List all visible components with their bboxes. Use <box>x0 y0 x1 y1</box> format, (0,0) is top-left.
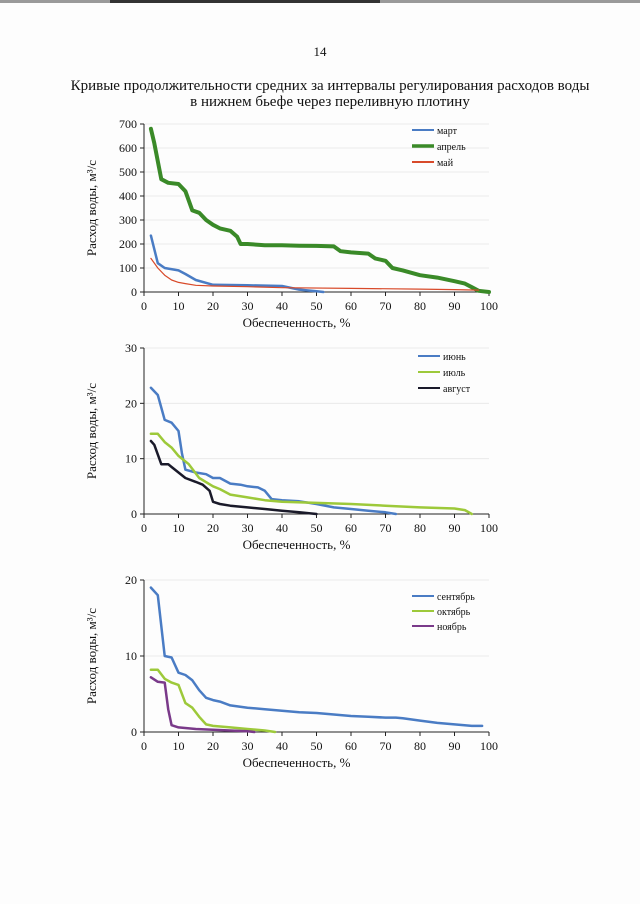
x-axis-label: Обеспеченность, % <box>243 537 351 552</box>
chart-june-august: 0 10 20 30 0 10 20 30 40 50 60 70 80 90 100 Обеспеченно… <box>84 341 498 552</box>
x-tick-label-6: 60 <box>345 299 357 313</box>
y-tick-label-2: 20 <box>125 573 137 587</box>
x-tick-label-1: 10 <box>173 739 185 753</box>
x-tick-label-3: 30 <box>242 739 254 753</box>
y-tick-label-4: 400 <box>119 189 137 203</box>
series-line-2 <box>149 439 318 516</box>
x-tick-label-7: 70 <box>380 739 392 753</box>
x-tick-label-2: 20 <box>207 521 219 535</box>
page-number: 14 <box>313 44 327 59</box>
y-tick-label-3: 300 <box>119 213 137 227</box>
x-tick-label-8: 80 <box>414 521 426 535</box>
legend-label-2: май <box>437 158 454 169</box>
x-tick-label-5: 50 <box>311 521 323 535</box>
series-line-2 <box>150 257 480 291</box>
x-tick-label-10: 100 <box>480 521 498 535</box>
x-tick-label-3: 30 <box>242 521 254 535</box>
page-title-line1: Кривые продолжительности средних за инте… <box>70 78 590 94</box>
x-tick-label-4: 40 <box>276 739 288 753</box>
page-top-rule-dark <box>110 0 380 3</box>
y-tick-label-1: 100 <box>119 261 137 275</box>
chart-september-november: 0 10 20 0 10 20 30 40 50 60 70 80 90 100 Обеспеченност… <box>84 573 498 770</box>
y-tick-label-5: 500 <box>119 165 137 179</box>
y-axis-label: Расход воды, м³/с <box>84 383 99 479</box>
series-line-0 <box>149 386 398 516</box>
legend-label-1: октябрь <box>437 607 471 618</box>
y-tick-label-0: 0 <box>131 725 137 739</box>
x-axis-label: Обеспеченность, % <box>243 755 351 770</box>
legend-label-0: сентябрь <box>437 592 475 603</box>
series-line-0 <box>149 234 325 294</box>
x-tick-label-0: 0 <box>141 299 147 313</box>
y-tick-label-0: 0 <box>131 285 137 299</box>
legend-label-0: июнь <box>443 352 466 363</box>
page-title-line2: в нижнем бьефе через переливную плотину <box>190 94 470 110</box>
y-tick-label-3: 30 <box>125 341 137 355</box>
legend-label-1: апрель <box>437 142 466 153</box>
x-axis-label: Обеспеченность, % <box>243 315 351 330</box>
series-line-0 <box>149 586 484 728</box>
x-tick-label-7: 70 <box>380 521 392 535</box>
legend-label-2: август <box>443 384 471 395</box>
x-tick-label-1: 10 <box>173 521 185 535</box>
x-tick-label-1: 10 <box>173 299 185 313</box>
x-tick-label-3: 30 <box>242 299 254 313</box>
x-tick-label-6: 60 <box>345 739 357 753</box>
x-tick-label-4: 40 <box>276 521 288 535</box>
x-tick-label-8: 80 <box>414 739 426 753</box>
x-tick-label-9: 90 <box>449 521 461 535</box>
x-tick-label-0: 0 <box>141 739 147 753</box>
x-tick-label-9: 90 <box>449 739 461 753</box>
x-tick-label-6: 60 <box>345 521 357 535</box>
series-line-1 <box>149 432 474 516</box>
x-tick-label-9: 90 <box>449 299 461 313</box>
x-tick-label-10: 100 <box>480 299 498 313</box>
y-tick-label-7: 700 <box>119 117 137 131</box>
x-tick-label-4: 40 <box>276 299 288 313</box>
x-tick-label-5: 50 <box>311 299 323 313</box>
series-line-1 <box>148 126 491 294</box>
y-tick-label-0: 0 <box>131 507 137 521</box>
y-tick-label-2: 200 <box>119 237 137 251</box>
page-title: Кривые продолжительности средних за инте… <box>40 78 620 110</box>
y-axis-label: Расход воды, м³/с <box>84 160 99 256</box>
series-line-2 <box>149 676 256 734</box>
series-line-1 <box>149 668 277 734</box>
x-tick-label-8: 80 <box>414 299 426 313</box>
x-tick-label-5: 50 <box>311 739 323 753</box>
x-tick-label-0: 0 <box>141 521 147 535</box>
y-tick-label-6: 600 <box>119 141 137 155</box>
x-tick-label-2: 20 <box>207 739 219 753</box>
y-tick-label-1: 10 <box>125 452 137 466</box>
x-tick-label-10: 100 <box>480 739 498 753</box>
chart-march-may: 0 100 200 300 400 500 600 700 0 10 20 30 40 50 60 70 80 9… <box>84 117 498 330</box>
legend-label-0: март <box>437 126 458 137</box>
y-tick-label-2: 20 <box>125 396 137 410</box>
y-axis-label: Расход воды, м³/с <box>84 608 99 704</box>
legend-label-1: июль <box>443 368 466 379</box>
x-tick-label-2: 20 <box>207 299 219 313</box>
legend-label-2: ноябрь <box>437 622 467 633</box>
x-tick-label-7: 70 <box>380 299 392 313</box>
y-tick-label-1: 10 <box>125 649 137 663</box>
